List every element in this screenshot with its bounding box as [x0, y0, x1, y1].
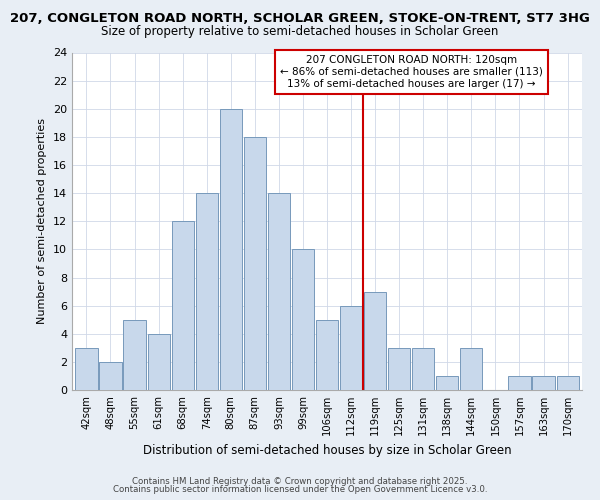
Bar [244, 137, 266, 390]
Text: 207 CONGLETON ROAD NORTH: 120sqm
← 86% of semi-detached houses are smaller (113): 207 CONGLETON ROAD NORTH: 120sqm ← 86% o… [280, 56, 542, 88]
Text: Contains HM Land Registry data © Crown copyright and database right 2025.: Contains HM Land Registry data © Crown c… [132, 477, 468, 486]
Bar [388, 348, 410, 390]
Bar [340, 306, 362, 390]
Bar [148, 334, 170, 390]
Text: Contains public sector information licensed under the Open Government Licence v3: Contains public sector information licen… [113, 485, 487, 494]
Bar [532, 376, 554, 390]
Bar [436, 376, 458, 390]
Bar [220, 109, 242, 390]
Bar [364, 292, 386, 390]
X-axis label: Distribution of semi-detached houses by size in Scholar Green: Distribution of semi-detached houses by … [143, 444, 511, 456]
Bar [316, 320, 338, 390]
Bar [172, 221, 194, 390]
Bar [268, 193, 290, 390]
Bar [196, 193, 218, 390]
Bar [124, 320, 146, 390]
Text: Size of property relative to semi-detached houses in Scholar Green: Size of property relative to semi-detach… [101, 25, 499, 38]
Bar [412, 348, 434, 390]
Bar [557, 376, 578, 390]
Bar [292, 250, 314, 390]
Bar [76, 348, 98, 390]
Y-axis label: Number of semi-detached properties: Number of semi-detached properties [37, 118, 47, 324]
Text: 207, CONGLETON ROAD NORTH, SCHOLAR GREEN, STOKE-ON-TRENT, ST7 3HG: 207, CONGLETON ROAD NORTH, SCHOLAR GREEN… [10, 12, 590, 26]
Bar [460, 348, 482, 390]
Bar [508, 376, 530, 390]
Bar [100, 362, 122, 390]
